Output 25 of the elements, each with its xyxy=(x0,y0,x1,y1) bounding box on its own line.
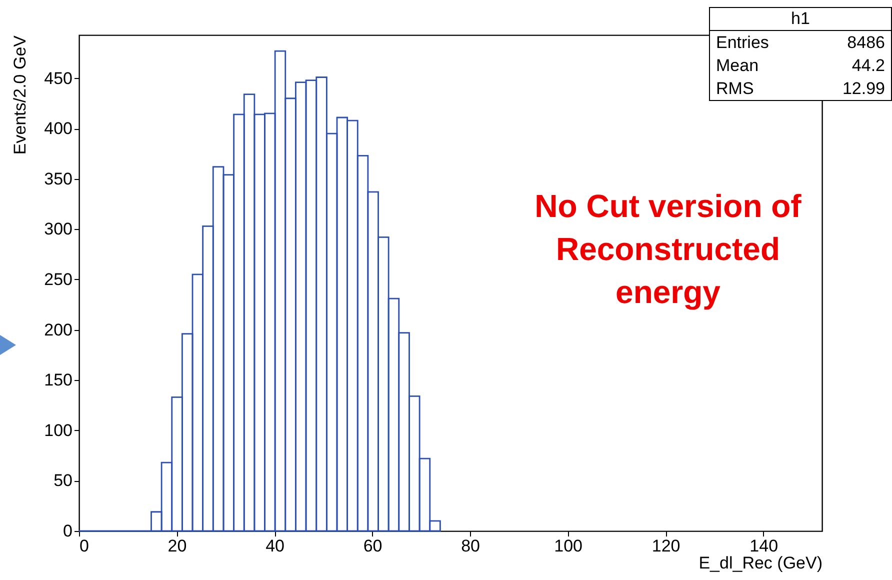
x-tick-label: 80 xyxy=(461,536,480,556)
y-tick-label: 350 xyxy=(44,169,72,188)
y-axis-title: Events/2.0 GeV xyxy=(10,34,30,155)
y-tick-label: 400 xyxy=(44,119,72,138)
x-tick-label: 140 xyxy=(750,536,778,556)
y-tick-label: 300 xyxy=(44,220,72,239)
y-tick-label: 150 xyxy=(44,370,72,390)
y-tick-label: 0 xyxy=(63,522,72,540)
text: Entries 8486 xyxy=(716,33,885,52)
annotation: No Cut version of Reconstructed energy xyxy=(534,187,802,312)
text: RMS 12.99 xyxy=(716,79,885,98)
y-tick-label: 450 xyxy=(44,68,72,88)
text: h1 xyxy=(710,8,891,31)
x-tick-label: 20 xyxy=(168,536,187,556)
x-tick-label: 60 xyxy=(363,536,382,556)
y-tick-label: 100 xyxy=(44,420,72,440)
y-tick-label: 200 xyxy=(44,320,72,340)
x-tick-label: 40 xyxy=(266,536,284,556)
x-tick-label: 100 xyxy=(554,536,583,556)
text: Mean 44.2 xyxy=(716,56,885,75)
y-tick-label: 250 xyxy=(44,270,72,289)
x-tick-label: 0 xyxy=(80,536,89,556)
x-tick-label: 120 xyxy=(652,536,680,556)
y-tick-label: 50 xyxy=(54,471,72,490)
x-axis-title: E_dl_Rec (GeV) xyxy=(698,554,822,572)
